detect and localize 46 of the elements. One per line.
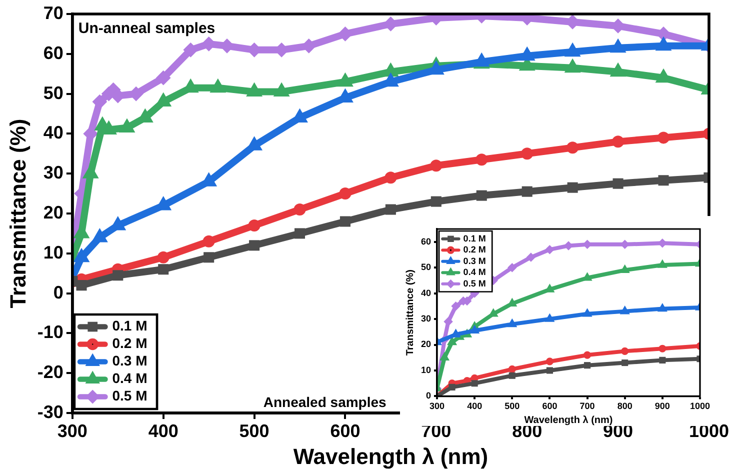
legend-label: 0.2 M [112,335,148,352]
y-tick-label: 20 [43,202,64,222]
y-tick-label: -10 [37,322,64,342]
y-tick-label: 40 [43,122,64,143]
x-tick-label: 400 [148,420,178,441]
y-tick-label: -20 [37,362,64,382]
x-tick-label: 1000 [690,401,710,412]
annotation: Un-anneal samples [78,20,216,37]
y-tick-label: 0 [426,390,432,401]
y-tick-label: 50 [420,262,432,272]
y-axis-title: Transmittance (%) [5,118,30,308]
y-tick-label: 20 [420,339,432,350]
y-tick-label: 60 [43,42,64,63]
y-tick-label: -30 [37,402,64,422]
legend-label: 0.5 M [463,278,486,288]
x-tick-label: 300 [429,401,445,412]
legend-label: 0.1 M [112,318,148,334]
legend-label: 0.5 M [112,388,148,404]
y-tick-label: 0 [53,282,64,302]
y-tick-label: 70 [43,2,64,23]
y-axis-title: Transmittance (%) [404,270,416,356]
legend-label: 0.1 M [463,233,486,244]
y-tick-label: 10 [420,364,432,375]
y-tick-label: 60 [420,236,432,246]
x-tick-label: 300 [57,420,88,441]
y-tick-label: 30 [43,162,64,183]
x-tick-label: 900 [654,401,670,412]
legend-label: 0.4 M [112,370,148,386]
legend-label: 0.4 M [463,267,486,278]
y-tick-label: 50 [43,82,64,103]
x-tick-label: 600 [330,420,360,441]
y-tick-label: 30 [420,314,432,324]
x-tick-label: 600 [542,401,558,412]
x-axis-title: Wavelength λ (nm) [293,444,488,469]
y-tick-label: 10 [43,242,64,262]
y-tick-label: 40 [420,288,432,298]
annotation: Annealed samples [263,394,387,410]
x-tick-label: 700 [580,401,595,412]
x-axis-title: Wavelength λ (nm) [524,414,613,426]
x-tick-label: 800 [617,401,632,412]
x-tick-label: 500 [504,401,520,412]
x-tick-label: 500 [239,420,270,441]
legend-label: 0.3 M [112,352,148,369]
legend-label: 0.2 M [463,244,486,255]
legend-label: 0.3 M [463,256,486,266]
x-tick-label: 400 [467,401,482,412]
